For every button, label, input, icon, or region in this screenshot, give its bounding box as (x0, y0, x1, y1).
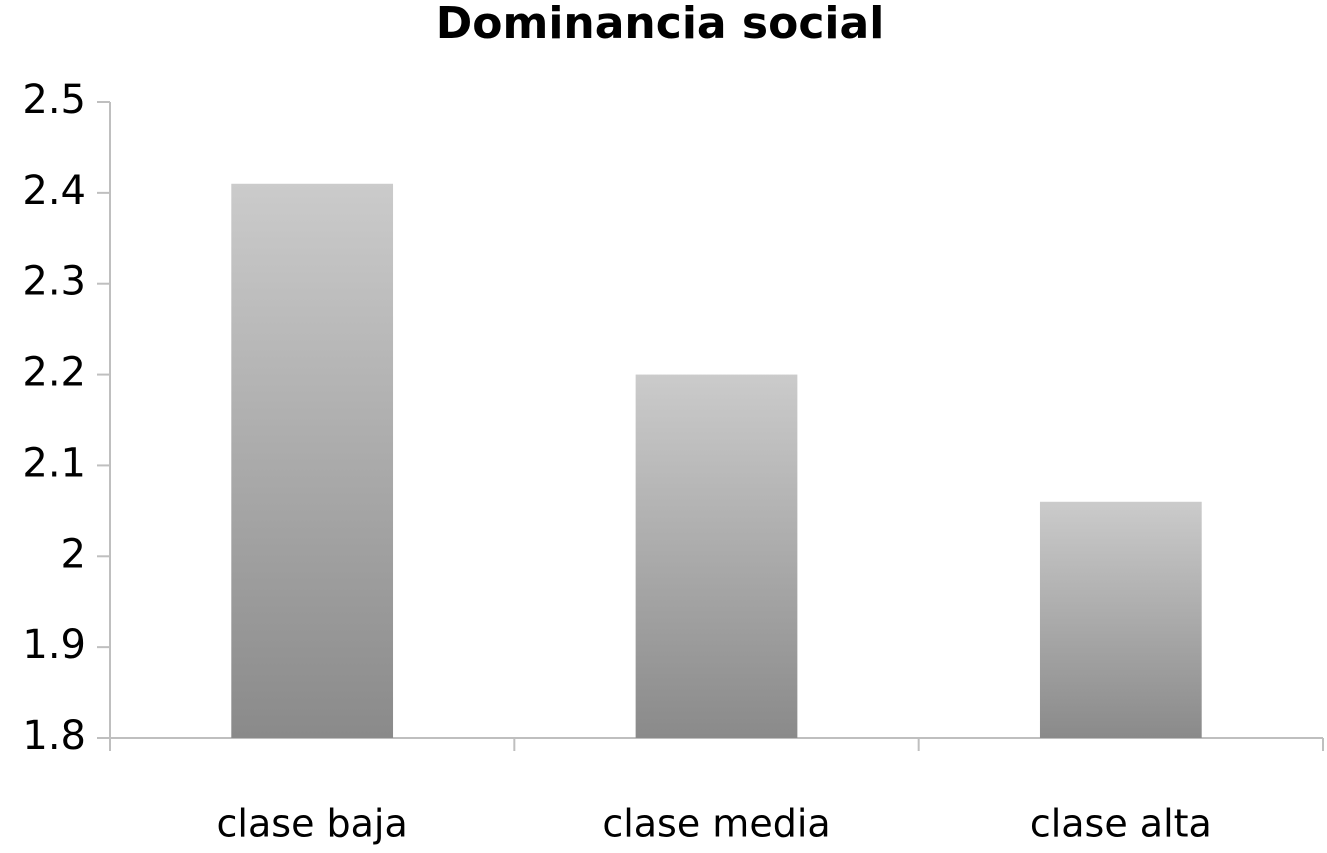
bar (635, 374, 798, 738)
y-tick-label: 2.1 (22, 440, 86, 486)
bar (1039, 501, 1202, 738)
y-tick-label: 2.3 (22, 259, 86, 305)
x-tick-label: clase media (602, 802, 830, 846)
y-tick-label: 1.8 (22, 713, 86, 759)
y-tick-label: 2.5 (22, 77, 86, 123)
x-tick-label: clase alta (1030, 802, 1212, 846)
y-tick-label: 1.9 (22, 622, 86, 668)
x-tick-label: clase baja (217, 802, 408, 846)
y-tick-label: 2.4 (22, 168, 86, 214)
bar (231, 183, 394, 738)
y-tick-label: 2 (61, 531, 86, 577)
chart-title: Dominancia social (436, 0, 885, 49)
y-tick-label: 2.2 (22, 350, 86, 396)
